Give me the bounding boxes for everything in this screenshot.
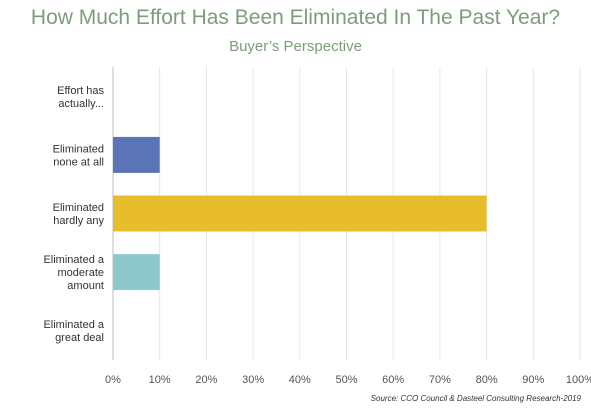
category-label: amount (67, 280, 104, 292)
x-tick-label: 90% (522, 374, 544, 386)
x-tick-label: 70% (429, 374, 451, 386)
category-label: hardly any (53, 215, 104, 227)
chart-title: How Much Effort Has Been Eliminated In T… (30, 6, 561, 29)
category-label: Eliminated a (43, 254, 104, 266)
category-label: moderate (58, 267, 104, 279)
x-tick-label: 20% (195, 374, 217, 386)
category-label: Eliminated (53, 202, 104, 214)
x-tick-label: 50% (335, 374, 357, 386)
chart-subtitle: Buyer’s Perspective (229, 38, 362, 55)
x-tick-label: 60% (382, 374, 404, 386)
bar (113, 136, 160, 173)
category-label: none at all (53, 156, 104, 168)
x-tick-label: 10% (149, 374, 171, 386)
x-tick-label: 40% (289, 374, 311, 386)
x-tick-label: 100% (566, 374, 591, 386)
category-label: actually... (58, 98, 104, 110)
category-label: Effort has (57, 85, 104, 97)
category-label: Eliminated a (43, 319, 104, 331)
category-label: Eliminated (53, 143, 104, 155)
x-tick-label: 30% (242, 374, 264, 386)
bar (113, 254, 160, 291)
x-tick-label: 80% (476, 374, 498, 386)
source-note: Source: CCO Council & Dasteel Consulting… (370, 394, 581, 403)
x-tick-label: 0% (105, 374, 121, 386)
bar (113, 195, 487, 232)
category-label: great deal (55, 332, 104, 344)
